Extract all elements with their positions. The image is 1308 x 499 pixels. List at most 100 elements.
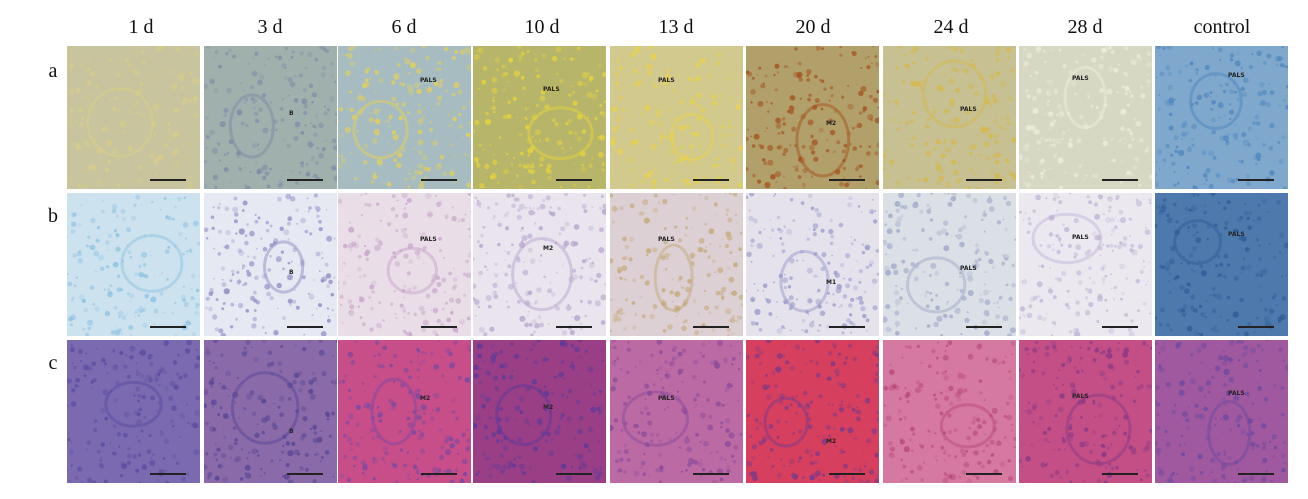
- region-label: M2: [826, 438, 837, 445]
- micrograph-a-4: PALS: [473, 46, 606, 189]
- micrograph-b-7: PALS: [883, 193, 1016, 336]
- tissue-image: [204, 46, 337, 189]
- micrograph-c-9: PALS: [1155, 340, 1288, 483]
- tissue-image: [883, 193, 1016, 336]
- scale-bar: [287, 473, 323, 475]
- scale-bar: [421, 326, 457, 328]
- scale-bar: [556, 326, 592, 328]
- scale-bar: [966, 179, 1002, 181]
- micrograph-b-4: M2: [473, 193, 606, 336]
- tissue-image: [1155, 340, 1288, 483]
- scale-bar: [966, 326, 1002, 328]
- micrograph-a-8: PALS: [1019, 46, 1152, 189]
- scale-bar: [421, 179, 457, 181]
- tissue-image: [473, 193, 606, 336]
- micrograph-a-3: PALS: [338, 46, 471, 189]
- column-label-10d: 10 d: [524, 16, 560, 38]
- region-label: PALS: [658, 236, 675, 243]
- row-label-c: c: [48, 352, 58, 374]
- region-label: PALS: [1228, 231, 1245, 238]
- tissue-image: [1019, 46, 1152, 189]
- tissue-image: [67, 46, 200, 189]
- scale-bar: [966, 473, 1002, 475]
- region-label: PALS: [1228, 72, 1245, 79]
- tissue-image: [746, 193, 879, 336]
- tissue-image: [338, 193, 471, 336]
- micrograph-c-2: B: [204, 340, 337, 483]
- tissue-image: [204, 340, 337, 483]
- micrograph-a-7: PALS: [883, 46, 1016, 189]
- tissue-image: [204, 193, 337, 336]
- column-label-1d: 1 d: [128, 16, 154, 38]
- scale-bar: [693, 473, 729, 475]
- micrograph-b-5: PALS: [610, 193, 743, 336]
- region-label: PALS: [658, 77, 675, 84]
- tissue-image: [1019, 340, 1152, 483]
- region-label: M1: [826, 279, 837, 286]
- tissue-image: [67, 193, 200, 336]
- column-label-20d: 20 d: [795, 16, 831, 38]
- scale-bar: [1102, 326, 1138, 328]
- region-label: B: [289, 428, 294, 435]
- scale-bar: [693, 179, 729, 181]
- micrograph-c-5: PALS: [610, 340, 743, 483]
- tissue-image: [610, 46, 743, 189]
- tissue-image: [473, 340, 606, 483]
- tissue-image: [67, 340, 200, 483]
- region-label: M2: [543, 245, 554, 252]
- micrograph-b-3: PALS: [338, 193, 471, 336]
- tissue-image: [1155, 46, 1288, 189]
- micrograph-a-9: PALS: [1155, 46, 1288, 189]
- micrograph-c-7: [883, 340, 1016, 483]
- region-label: PALS: [1072, 75, 1089, 82]
- column-label-3d: 3 d: [257, 16, 283, 38]
- tissue-image: [746, 340, 879, 483]
- scale-bar: [150, 179, 186, 181]
- tissue-image: [610, 193, 743, 336]
- micrograph-a-1: [67, 46, 200, 189]
- region-label: PALS: [420, 236, 437, 243]
- micrograph-b-9: PALS: [1155, 193, 1288, 336]
- micrograph-c-8: PALS: [1019, 340, 1152, 483]
- region-label: PALS: [658, 395, 675, 402]
- region-label: PALS: [420, 77, 437, 84]
- column-label-6d: 6 d: [391, 16, 417, 38]
- micrograph-b-2: B: [204, 193, 337, 336]
- tissue-image: [338, 340, 471, 483]
- micrograph-c-6: M2: [746, 340, 879, 483]
- scale-bar: [556, 179, 592, 181]
- scale-bar: [421, 473, 457, 475]
- scale-bar: [287, 326, 323, 328]
- scale-bar: [693, 326, 729, 328]
- region-label: B: [289, 110, 294, 117]
- scale-bar: [1238, 179, 1274, 181]
- micrograph-b-1: [67, 193, 200, 336]
- micrograph-c-1: [67, 340, 200, 483]
- row-label-b: b: [48, 205, 58, 227]
- column-label-24d: 24 d: [933, 16, 969, 38]
- scale-bar: [287, 179, 323, 181]
- scale-bar: [1238, 326, 1274, 328]
- tissue-image: [610, 340, 743, 483]
- micrograph-a-6: M2: [746, 46, 879, 189]
- micrograph-b-8: PALS: [1019, 193, 1152, 336]
- column-label-control: control: [1193, 16, 1251, 38]
- region-label: PALS: [543, 86, 560, 93]
- scale-bar: [1102, 179, 1138, 181]
- scale-bar: [150, 473, 186, 475]
- region-label: M2: [826, 120, 837, 127]
- region-label: M2: [543, 404, 554, 411]
- scale-bar: [829, 179, 865, 181]
- tissue-image: [1019, 193, 1152, 336]
- region-label: PALS: [960, 265, 977, 272]
- scale-bar: [556, 473, 592, 475]
- region-label: PALS: [1072, 393, 1089, 400]
- tissue-image: [1155, 193, 1288, 336]
- region-label: PALS: [1228, 390, 1245, 397]
- micrograph-c-3: M2: [338, 340, 471, 483]
- scale-bar: [150, 326, 186, 328]
- micrograph-b-6: M1: [746, 193, 879, 336]
- tissue-image: [883, 46, 1016, 189]
- region-label: B: [289, 269, 294, 276]
